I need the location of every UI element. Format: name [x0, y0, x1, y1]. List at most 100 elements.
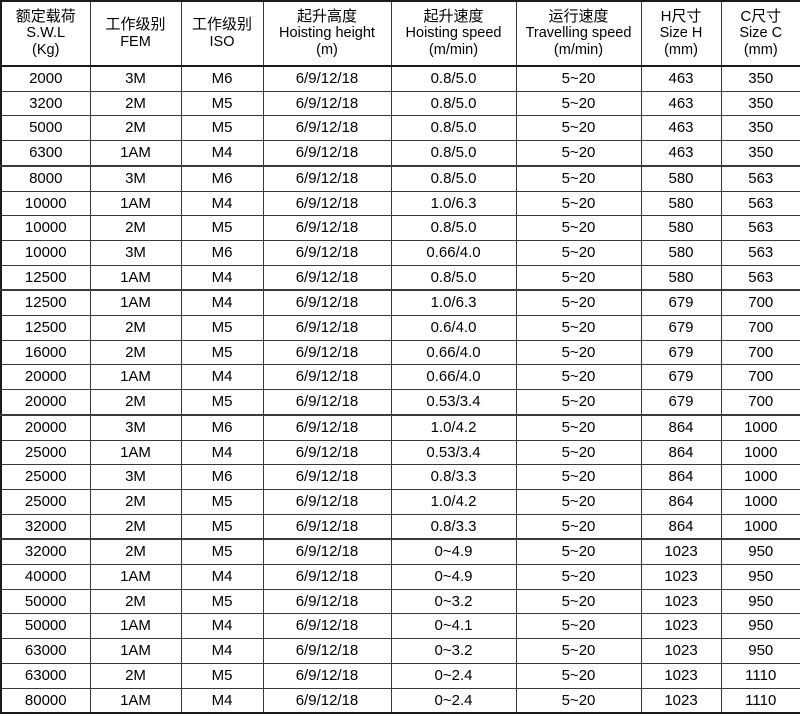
cell-sizec: 1110	[721, 663, 800, 688]
cell-sizeh: 679	[641, 365, 721, 390]
column-header-swl-cn: 额定载荷	[2, 9, 90, 25]
cell-height: 6/9/12/18	[263, 265, 391, 290]
cell-fem: 2M	[90, 489, 181, 514]
cell-iso: M5	[181, 589, 263, 614]
cell-tspeed: 5~20	[516, 240, 641, 265]
cell-hspeed: 0.53/3.4	[391, 390, 516, 415]
cell-tspeed: 5~20	[516, 514, 641, 539]
cell-tspeed: 5~20	[516, 316, 641, 341]
cell-hspeed: 0.8/5.0	[391, 166, 516, 191]
cell-sizeh: 1023	[641, 688, 721, 713]
cell-sizec: 563	[721, 265, 800, 290]
cell-iso: M6	[181, 166, 263, 191]
cell-fem: 1AM	[90, 141, 181, 166]
cell-iso: M5	[181, 340, 263, 365]
cell-hspeed: 0.8/5.0	[391, 66, 516, 91]
cell-height: 6/9/12/18	[263, 465, 391, 490]
cell-height: 6/9/12/18	[263, 390, 391, 415]
cell-iso: M5	[181, 216, 263, 241]
cell-fem: 3M	[90, 465, 181, 490]
cell-fem: 3M	[90, 66, 181, 91]
cell-swl: 10000	[1, 191, 90, 216]
cell-sizeh: 1023	[641, 639, 721, 664]
cell-swl: 25000	[1, 489, 90, 514]
cell-tspeed: 5~20	[516, 465, 641, 490]
cell-hspeed: 0~4.9	[391, 539, 516, 564]
cell-height: 6/9/12/18	[263, 116, 391, 141]
cell-iso: M5	[181, 91, 263, 116]
cell-hspeed: 0~4.9	[391, 565, 516, 590]
cell-height: 6/9/12/18	[263, 639, 391, 664]
cell-iso: M6	[181, 66, 263, 91]
column-header-tspeed-en: Travelling speed	[517, 25, 641, 41]
cell-swl: 50000	[1, 589, 90, 614]
cell-height: 6/9/12/18	[263, 191, 391, 216]
cell-swl: 32000	[1, 539, 90, 564]
cell-sizec: 563	[721, 216, 800, 241]
cell-iso: M6	[181, 415, 263, 440]
cell-fem: 1AM	[90, 290, 181, 315]
column-header-tspeed-unit: (m/min)	[517, 42, 641, 58]
cell-swl: 6300	[1, 141, 90, 166]
cell-hspeed: 0.6/4.0	[391, 316, 516, 341]
cell-sizeh: 1023	[641, 565, 721, 590]
cell-fem: 1AM	[90, 565, 181, 590]
cell-height: 6/9/12/18	[263, 316, 391, 341]
cell-sizeh: 463	[641, 141, 721, 166]
cell-swl: 20000	[1, 390, 90, 415]
cell-height: 6/9/12/18	[263, 514, 391, 539]
cell-sizec: 1000	[721, 415, 800, 440]
cell-hspeed: 0.8/3.3	[391, 465, 516, 490]
cell-sizec: 700	[721, 390, 800, 415]
cell-iso: M4	[181, 141, 263, 166]
cell-tspeed: 5~20	[516, 91, 641, 116]
column-header-sizeh-unit: (mm)	[642, 42, 721, 58]
cell-tspeed: 5~20	[516, 539, 641, 564]
cell-hspeed: 0.8/3.3	[391, 514, 516, 539]
cell-hspeed: 0~2.4	[391, 688, 516, 713]
cell-swl: 3200	[1, 91, 90, 116]
cell-sizec: 1000	[721, 489, 800, 514]
cell-sizeh: 864	[641, 514, 721, 539]
cell-sizec: 700	[721, 290, 800, 315]
cell-hspeed: 1.0/4.2	[391, 489, 516, 514]
cell-swl: 25000	[1, 465, 90, 490]
cell-tspeed: 5~20	[516, 663, 641, 688]
cell-height: 6/9/12/18	[263, 290, 391, 315]
cell-hspeed: 1.0/6.3	[391, 290, 516, 315]
cell-sizeh: 679	[641, 390, 721, 415]
cell-iso: M6	[181, 240, 263, 265]
cell-hspeed: 0.8/5.0	[391, 116, 516, 141]
cell-fem: 2M	[90, 589, 181, 614]
column-header-sizec-unit: (mm)	[722, 42, 800, 58]
column-header-iso-cn: 工作级别	[182, 17, 263, 33]
cell-iso: M5	[181, 489, 263, 514]
cell-sizeh: 679	[641, 340, 721, 365]
cell-fem: 2M	[90, 390, 181, 415]
cell-iso: M4	[181, 440, 263, 465]
cell-height: 6/9/12/18	[263, 365, 391, 390]
cell-swl: 8000	[1, 166, 90, 191]
cell-sizeh: 1023	[641, 539, 721, 564]
cell-sizec: 350	[721, 91, 800, 116]
cell-tspeed: 5~20	[516, 489, 641, 514]
cell-iso: M5	[181, 539, 263, 564]
cell-swl: 2000	[1, 66, 90, 91]
cell-hspeed: 0.8/5.0	[391, 141, 516, 166]
column-header-height-en: Hoisting height	[264, 25, 391, 41]
cell-height: 6/9/12/18	[263, 565, 391, 590]
cell-sizeh: 580	[641, 191, 721, 216]
